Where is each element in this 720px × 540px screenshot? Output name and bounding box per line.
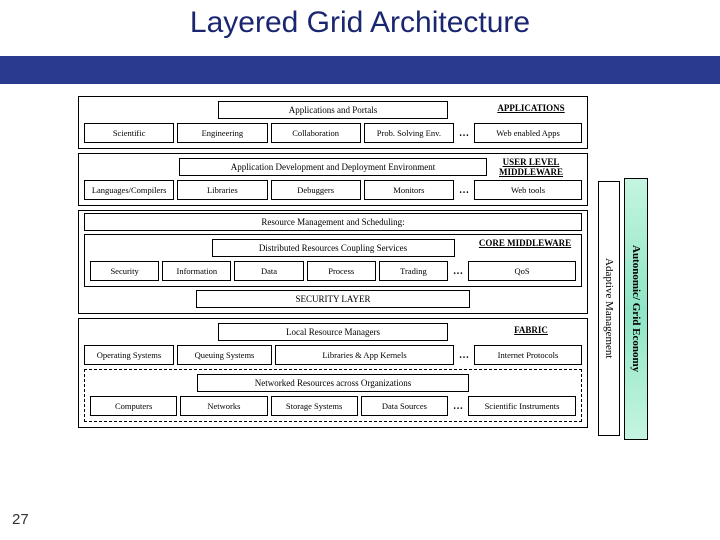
- vbar-autonomic-economy: Autonomic/ Grid Economy: [624, 178, 648, 440]
- dots: …: [457, 123, 471, 143]
- security-layer-box: SECURITY LAYER: [196, 290, 470, 308]
- box-networks: Networks: [180, 396, 267, 416]
- slide-number: 27: [12, 511, 29, 528]
- vbar-adaptive-management: Adaptive Management: [598, 181, 620, 436]
- box-internet-protocols: Internet Protocols: [474, 345, 582, 365]
- box-debuggers: Debuggers: [271, 180, 361, 200]
- dots: …: [457, 345, 471, 365]
- dots: …: [457, 180, 471, 200]
- layer-row-core-mw: Security Information Data Process Tradin…: [90, 261, 576, 281]
- layer-title-networked: Networked Resources across Organizations: [197, 374, 469, 392]
- sub-resource-mgmt: Resource Management and Scheduling:: [84, 213, 582, 231]
- box-data: Data: [234, 261, 303, 281]
- box-computers: Computers: [90, 396, 177, 416]
- box-engineering: Engineering: [177, 123, 267, 143]
- layer-title-distributed: Distributed Resources Coupling Services: [212, 239, 455, 257]
- box-information: Information: [162, 261, 231, 281]
- layer-label-core-mw: CORE MIDDLEWARE: [466, 238, 584, 248]
- page-title: Layered Grid Architecture: [0, 6, 720, 40]
- layer-core-middleware: Resource Management and Scheduling: CORE…: [78, 210, 588, 314]
- resource-mgmt-title: Resource Management and Scheduling:: [88, 217, 578, 227]
- box-qos: QoS: [468, 261, 576, 281]
- title-underline-bar: [0, 56, 720, 84]
- box-sci-instruments: Scientific Instruments: [468, 396, 576, 416]
- layer-user-middleware: USER LEVEL MIDDLEWARE Application Develo…: [78, 153, 588, 206]
- box-data-sources: Data Sources: [361, 396, 448, 416]
- dots: …: [451, 261, 465, 281]
- box-prob-solving: Prob. Solving Env.: [364, 123, 454, 143]
- box-scientific: Scientific: [84, 123, 174, 143]
- box-web-apps: Web enabled Apps: [474, 123, 582, 143]
- box-libraries: Libraries: [177, 180, 267, 200]
- layer-fabric: FABRIC Local Resource Managers Operating…: [78, 318, 588, 428]
- box-languages: Languages/Compilers: [84, 180, 174, 200]
- box-security: Security: [90, 261, 159, 281]
- layer-label-user-mw: USER LEVEL MIDDLEWARE: [472, 157, 590, 177]
- layer-label-applications: APPLICATIONS: [472, 103, 590, 113]
- networked-resources-group: Networked Resources across Organizations…: [84, 369, 582, 422]
- layer-row-fabric-2: Computers Networks Storage Systems Data …: [90, 396, 576, 416]
- layer-row-user-mw: Languages/Compilers Libraries Debuggers …: [84, 180, 582, 200]
- layer-label-fabric: FABRIC: [472, 325, 590, 335]
- sub-distributed-coupling: CORE MIDDLEWARE Distributed Resources Co…: [84, 234, 582, 287]
- layer-title-user-mw: Application Development and Deployment E…: [179, 158, 488, 176]
- box-storage: Storage Systems: [271, 396, 358, 416]
- layer-row-fabric-1: Operating Systems Queuing Systems Librar…: [84, 345, 582, 365]
- layer-title-applications: Applications and Portals: [218, 101, 447, 119]
- title-band: Layered Grid Architecture: [0, 0, 720, 82]
- box-process: Process: [307, 261, 376, 281]
- layer-applications: APPLICATIONS Applications and Portals Sc…: [78, 96, 588, 149]
- box-os: Operating Systems: [84, 345, 174, 365]
- box-web-tools: Web tools: [474, 180, 582, 200]
- layer-title-fabric: Local Resource Managers: [218, 323, 447, 341]
- architecture-diagram: APPLICATIONS Applications and Portals Sc…: [78, 96, 648, 432]
- box-monitors: Monitors: [364, 180, 454, 200]
- box-collaboration: Collaboration: [271, 123, 361, 143]
- box-trading: Trading: [379, 261, 448, 281]
- box-queuing: Queuing Systems: [177, 345, 272, 365]
- layer-row-applications: Scientific Engineering Collaboration Pro…: [84, 123, 582, 143]
- box-lib-kernels: Libraries & App Kernels: [275, 345, 454, 365]
- dots: …: [451, 396, 465, 416]
